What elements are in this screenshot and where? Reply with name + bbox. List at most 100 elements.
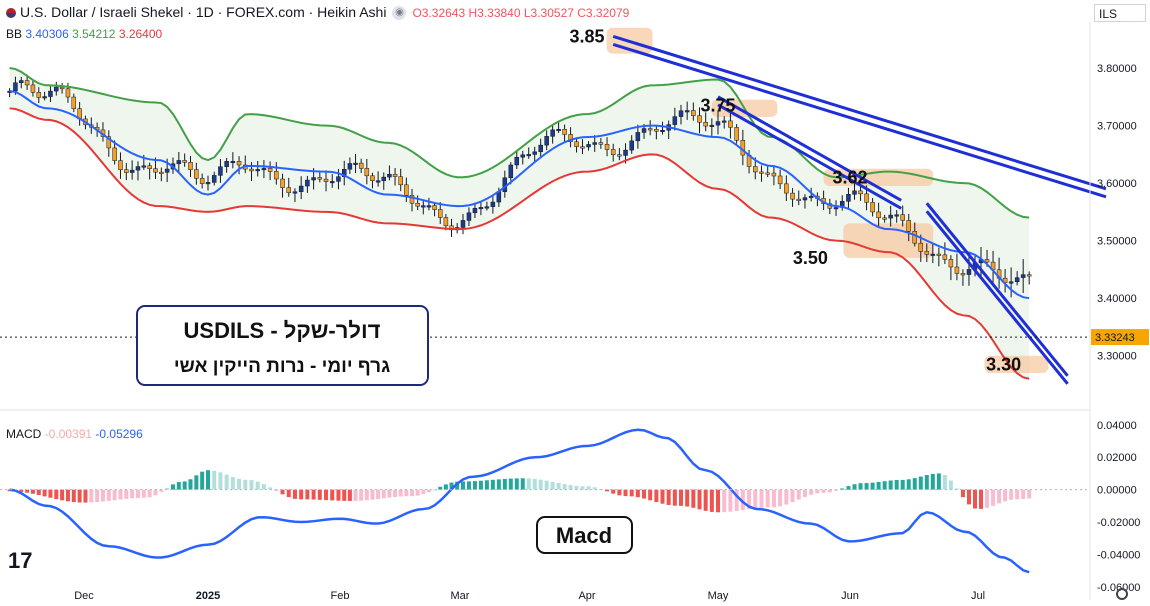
macd-tick-label: -0.06000: [1097, 582, 1140, 594]
macd-histogram-bar: [54, 489, 59, 500]
macd-box-label: Macd: [556, 523, 612, 548]
macd-histogram-bar: [25, 489, 30, 493]
macd-histogram-bar: [432, 489, 437, 491]
macd-histogram-bar: [317, 489, 322, 500]
macd-histogram-bar: [147, 489, 152, 498]
macd-histogram-bar: [840, 488, 845, 490]
macd-histogram-bar: [568, 485, 573, 490]
macd-label[interactable]: MACD: [6, 427, 42, 441]
macd-histogram-bar: [159, 489, 164, 492]
price-tick-label: 3.40000: [1097, 293, 1137, 305]
candle-body: [298, 185, 304, 192]
macd-histogram-bar: [617, 489, 622, 496]
macd-histogram-bar: [83, 489, 88, 503]
macd-histogram-bar: [942, 475, 947, 490]
macd-histogram-bar: [858, 483, 863, 490]
candle-body: [392, 173, 398, 177]
candle-body: [224, 161, 229, 167]
candle-body: [678, 110, 684, 117]
candle-body: [341, 169, 347, 177]
candle-body: [280, 178, 285, 188]
macd-histogram-bar: [876, 481, 881, 490]
candle-body: [610, 149, 616, 155]
macd-histogram-bar: [954, 488, 959, 490]
candle-body: [118, 160, 123, 170]
candle-body: [833, 207, 839, 210]
candle-body: [106, 136, 112, 149]
macd-histogram-bar: [65, 489, 70, 502]
trend-lines: [612, 34, 1107, 385]
macd-histogram-bar: [359, 489, 364, 501]
macd-histogram-bar: [912, 478, 917, 490]
support-zone: [984, 355, 1049, 373]
annotations: 3.85 3.75 3.62 3.50 3.30 דולר-שקל - USDILS גרף…: [136, 26, 1021, 554]
macd-histogram-bar: [991, 489, 996, 506]
candle-body: [135, 166, 141, 171]
info-box-line2: גרף יומי - נרות הייקין אשי: [174, 356, 390, 377]
macd-histogram-bar: [206, 470, 210, 490]
bb-lower-value: 3.26400: [118, 27, 163, 41]
candle-body: [647, 128, 653, 131]
candle-body: [347, 163, 353, 170]
macd-histogram-bar: [153, 489, 158, 496]
macd-histogram-bar: [466, 481, 471, 490]
price-annotation: 3.85: [569, 26, 604, 46]
macd-histogram-bar: [997, 489, 1002, 504]
macd-histogram-bar: [629, 489, 634, 497]
bb-fill: [9, 68, 1030, 379]
price-annotation: 3.30: [986, 354, 1021, 374]
candle-body: [267, 168, 273, 172]
candle-body: [484, 206, 490, 209]
candle-body: [930, 253, 936, 256]
candle-body: [329, 181, 335, 184]
candle-body: [777, 175, 783, 185]
candle-body: [65, 88, 71, 98]
candle-body: [164, 168, 170, 173]
candle-body: [740, 140, 746, 156]
macd-histogram-bar: [514, 478, 519, 490]
macd-histogram-bar: [478, 480, 483, 490]
macd-tick-label: 0.04000: [1097, 420, 1137, 432]
candle-body: [870, 202, 875, 213]
symbol-title[interactable]: U.S. Dollar / Israeli Shekel · 1D · FORE…: [20, 4, 387, 20]
macd-histogram-bar: [19, 489, 24, 492]
candle-body: [54, 86, 59, 92]
visibility-eye-icon[interactable]: ◉: [392, 6, 407, 21]
settings-gear-icon[interactable]: [1116, 588, 1128, 600]
candle-body: [691, 110, 696, 116]
macd-histogram-bar: [654, 489, 659, 503]
candle-body: [147, 165, 152, 169]
macd-histogram-bar: [188, 479, 193, 490]
macd-histogram-bar: [666, 489, 671, 505]
time-tick-label: Apr: [578, 590, 595, 602]
candle-body: [924, 251, 930, 255]
bb-basis-line: [9, 90, 1030, 300]
candle-body: [364, 168, 370, 177]
candle-body: [182, 160, 187, 163]
ohlc-values: O3.32643 H3.33840 L3.30527 C3.32079: [412, 6, 630, 20]
candle-body: [508, 164, 514, 179]
candle-body: [721, 120, 727, 123]
macd-histogram-bar: [268, 487, 273, 490]
candle-body: [526, 154, 531, 157]
macd-histogram-bar: [60, 489, 65, 501]
bb-label[interactable]: BB: [6, 27, 23, 41]
macd-histogram-bar: [796, 489, 801, 500]
candle-body: [311, 177, 316, 181]
candle-body: [466, 212, 472, 221]
macd-histogram-bar: [753, 489, 758, 509]
currency-selector[interactable]: ILS: [1094, 4, 1146, 22]
candle-body: [42, 96, 47, 99]
macd-histogram-bar: [834, 489, 839, 491]
macd-histogram-bar: [212, 470, 217, 490]
macd-histogram-bar: [130, 489, 135, 499]
candle-body: [894, 214, 899, 217]
macd-histogram-bar: [100, 489, 105, 502]
candle-body: [918, 242, 924, 252]
macd-tick-label: -0.02000: [1097, 517, 1140, 529]
macd-histogram-bar: [802, 489, 807, 497]
macd-histogram-bar: [586, 486, 591, 490]
macd-histogram-bar: [520, 478, 525, 490]
macd-histogram-bar: [930, 473, 935, 490]
